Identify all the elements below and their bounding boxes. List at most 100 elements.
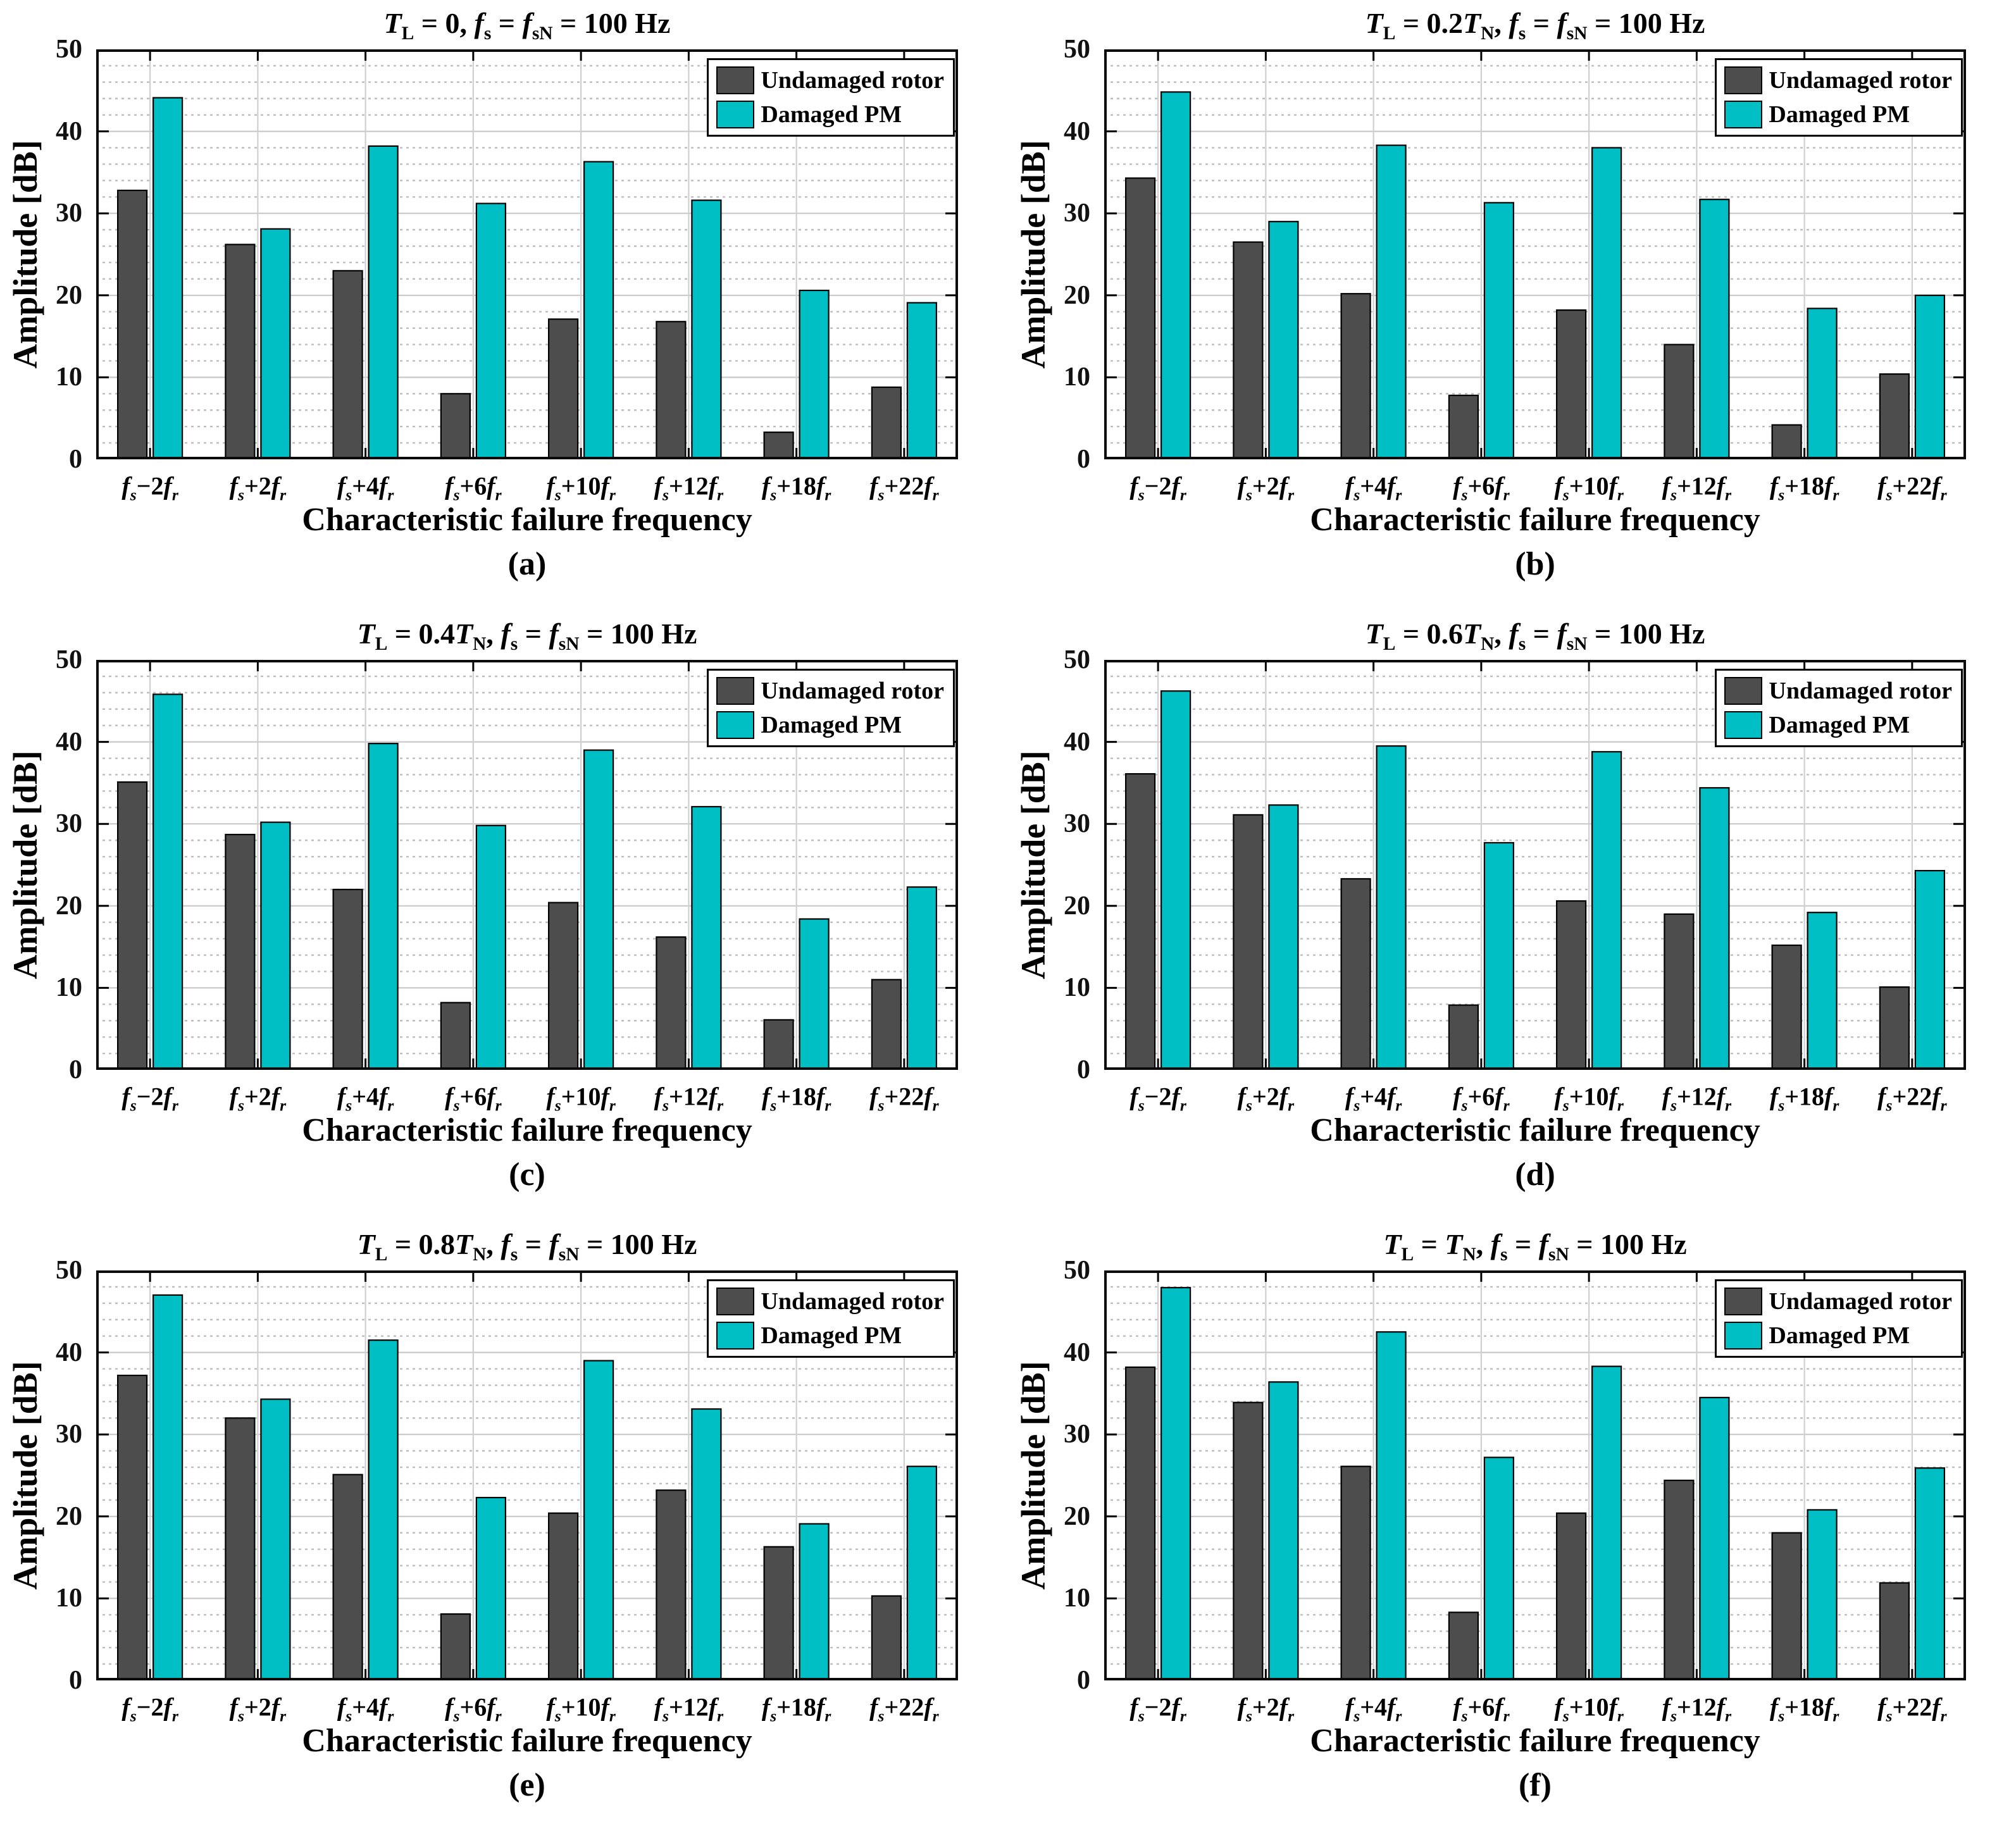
panel-b: TL = 0.2TN, fs = fsN = 100 Hz Amplitude … <box>1008 0 2016 610</box>
bar-damaged-pm <box>1268 221 1299 461</box>
legend-entry: Damaged PM <box>1724 711 1952 739</box>
bar-undamaged-rotor <box>1879 1582 1910 1682</box>
x-tick-label: fs−2fr <box>1129 1082 1186 1115</box>
damaged-pm-swatch <box>716 711 755 739</box>
y-tick-label: 40 <box>56 116 82 146</box>
bar-undamaged-rotor <box>1340 878 1371 1071</box>
x-tick-label: fs+10fr <box>1554 1692 1624 1725</box>
bar-damaged-pm <box>1807 912 1838 1071</box>
y-tick-label: 30 <box>56 809 82 839</box>
bar-undamaged-rotor <box>763 431 794 461</box>
bar-undamaged-rotor <box>763 1546 794 1682</box>
y-tick-label: 20 <box>56 280 82 310</box>
bar-undamaged-rotor <box>1879 986 1910 1071</box>
bar-undamaged-rotor <box>1448 394 1479 461</box>
bar-damaged-pm <box>152 97 184 461</box>
x-tick-label: fs+2fr <box>229 471 287 504</box>
bar-damaged-pm <box>1591 147 1622 461</box>
bar-undamaged-rotor <box>225 244 256 461</box>
x-tick-label: fs+10fr <box>546 1082 616 1115</box>
y-tick-label: 50 <box>1064 1256 1090 1285</box>
y-tick-label: 40 <box>1064 116 1090 146</box>
bar-damaged-pm <box>799 1523 830 1682</box>
panel-title: TL = 0.4TN, fs = fsN = 100 Hz <box>357 618 697 655</box>
plot-area <box>1104 49 1966 461</box>
bar-undamaged-rotor <box>225 833 256 1071</box>
bar-undamaged-rotor <box>1340 1465 1371 1682</box>
x-tick-label: fs+12fr <box>1662 471 1732 504</box>
y-tick-label: 50 <box>56 35 82 64</box>
legend: Undamaged rotor Damaged PM <box>1715 58 1963 137</box>
legend-label: Damaged PM <box>761 101 902 128</box>
bar-undamaged-rotor <box>1879 373 1910 461</box>
bar-damaged-pm <box>368 1339 399 1682</box>
y-axis-label: Amplitude [dB] <box>1014 1361 1052 1590</box>
panel-letter: (d) <box>1515 1157 1555 1193</box>
bar-damaged-pm <box>1914 870 1946 1071</box>
panel-d: TL = 0.6TN, fs = fsN = 100 Hz Amplitude … <box>1008 611 2016 1220</box>
panel-title: TL = 0, fs = fsN = 100 Hz <box>383 7 671 44</box>
bar-chart-svg <box>1104 1270 1966 1682</box>
y-tick-label: 0 <box>69 445 82 474</box>
y-tick-label: 10 <box>56 363 82 392</box>
legend-label: Undamaged rotor <box>1769 67 1952 94</box>
x-tick-label: fs+4fr <box>1345 1692 1402 1725</box>
legend-entry: Undamaged rotor <box>1724 1288 1952 1315</box>
x-tick-label: fs+2fr <box>1237 471 1295 504</box>
bar-damaged-pm <box>1807 1509 1838 1682</box>
bar-undamaged-rotor <box>225 1417 256 1682</box>
bar-undamaged-rotor <box>1124 773 1156 1071</box>
y-tick-label: 20 <box>1064 891 1090 921</box>
bar-undamaged-rotor <box>871 1595 902 1682</box>
legend-entry: Undamaged rotor <box>716 677 944 705</box>
panel-title: TL = 0.8TN, fs = fsN = 100 Hz <box>357 1228 697 1265</box>
y-tick-label: 30 <box>1064 199 1090 228</box>
x-tick-label: fs+4fr <box>1345 1082 1402 1115</box>
y-tick-label: 40 <box>1064 727 1090 757</box>
x-tick-label: fs+4fr <box>1345 471 1402 504</box>
bar-chart-svg <box>1104 49 1966 461</box>
bar-damaged-pm <box>1591 751 1622 1071</box>
legend: Undamaged rotor Damaged PM <box>707 58 955 137</box>
x-tick-label: fs+22fr <box>869 1082 939 1115</box>
y-tick-label: 20 <box>1064 280 1090 310</box>
y-tick-label: 0 <box>1077 1055 1090 1084</box>
bar-undamaged-rotor <box>1448 1611 1479 1682</box>
plot-area <box>1104 1270 1966 1682</box>
x-tick-label: fs+2fr <box>229 1082 287 1115</box>
x-tick-label: fs−2fr <box>121 471 178 504</box>
y-tick-label: 30 <box>56 1420 82 1449</box>
x-tick-label: fs+4fr <box>337 1082 394 1115</box>
bar-damaged-pm <box>1483 1456 1515 1682</box>
y-axis-label: Amplitude [dB] <box>6 1361 44 1590</box>
y-tick-label: 10 <box>1064 1584 1090 1613</box>
legend-entry: Undamaged rotor <box>1724 677 1952 705</box>
bar-undamaged-rotor <box>116 1374 148 1682</box>
x-tick-label: fs+18fr <box>761 471 831 504</box>
bar-undamaged-rotor <box>656 321 687 461</box>
x-tick-label: fs+10fr <box>1554 471 1624 504</box>
panel-letter: (e) <box>509 1767 545 1803</box>
y-tick-label: 10 <box>1064 363 1090 392</box>
bar-damaged-pm <box>475 1496 507 1682</box>
legend: Undamaged rotor Damaged PM <box>1715 669 1963 747</box>
bar-undamaged-rotor <box>1124 1366 1156 1682</box>
bar-undamaged-rotor <box>1124 177 1156 461</box>
undamaged-rotor-swatch <box>716 1288 755 1315</box>
legend: Undamaged rotor Damaged PM <box>707 1279 955 1358</box>
y-axis-label: Amplitude [dB] <box>1014 140 1052 369</box>
bar-undamaged-rotor <box>1233 1401 1264 1682</box>
y-tick-label: 0 <box>69 1055 82 1084</box>
bar-undamaged-rotor <box>1340 293 1371 461</box>
x-tick-label: fs+18fr <box>761 1082 831 1115</box>
legend-label: Undamaged rotor <box>761 67 944 94</box>
y-tick-label: 20 <box>1064 1501 1090 1531</box>
bar-undamaged-rotor <box>1771 1532 1802 1682</box>
x-tick-label: fs+10fr <box>546 471 616 504</box>
bar-damaged-pm <box>368 743 399 1071</box>
panel-f: TL = TN, fs = fsN = 100 Hz Amplitude [dB… <box>1008 1221 2016 1831</box>
bar-damaged-pm <box>475 824 507 1071</box>
bar-damaged-pm <box>1483 202 1515 461</box>
legend-label: Damaged PM <box>1769 1322 1910 1349</box>
legend: Undamaged rotor Damaged PM <box>707 669 955 747</box>
